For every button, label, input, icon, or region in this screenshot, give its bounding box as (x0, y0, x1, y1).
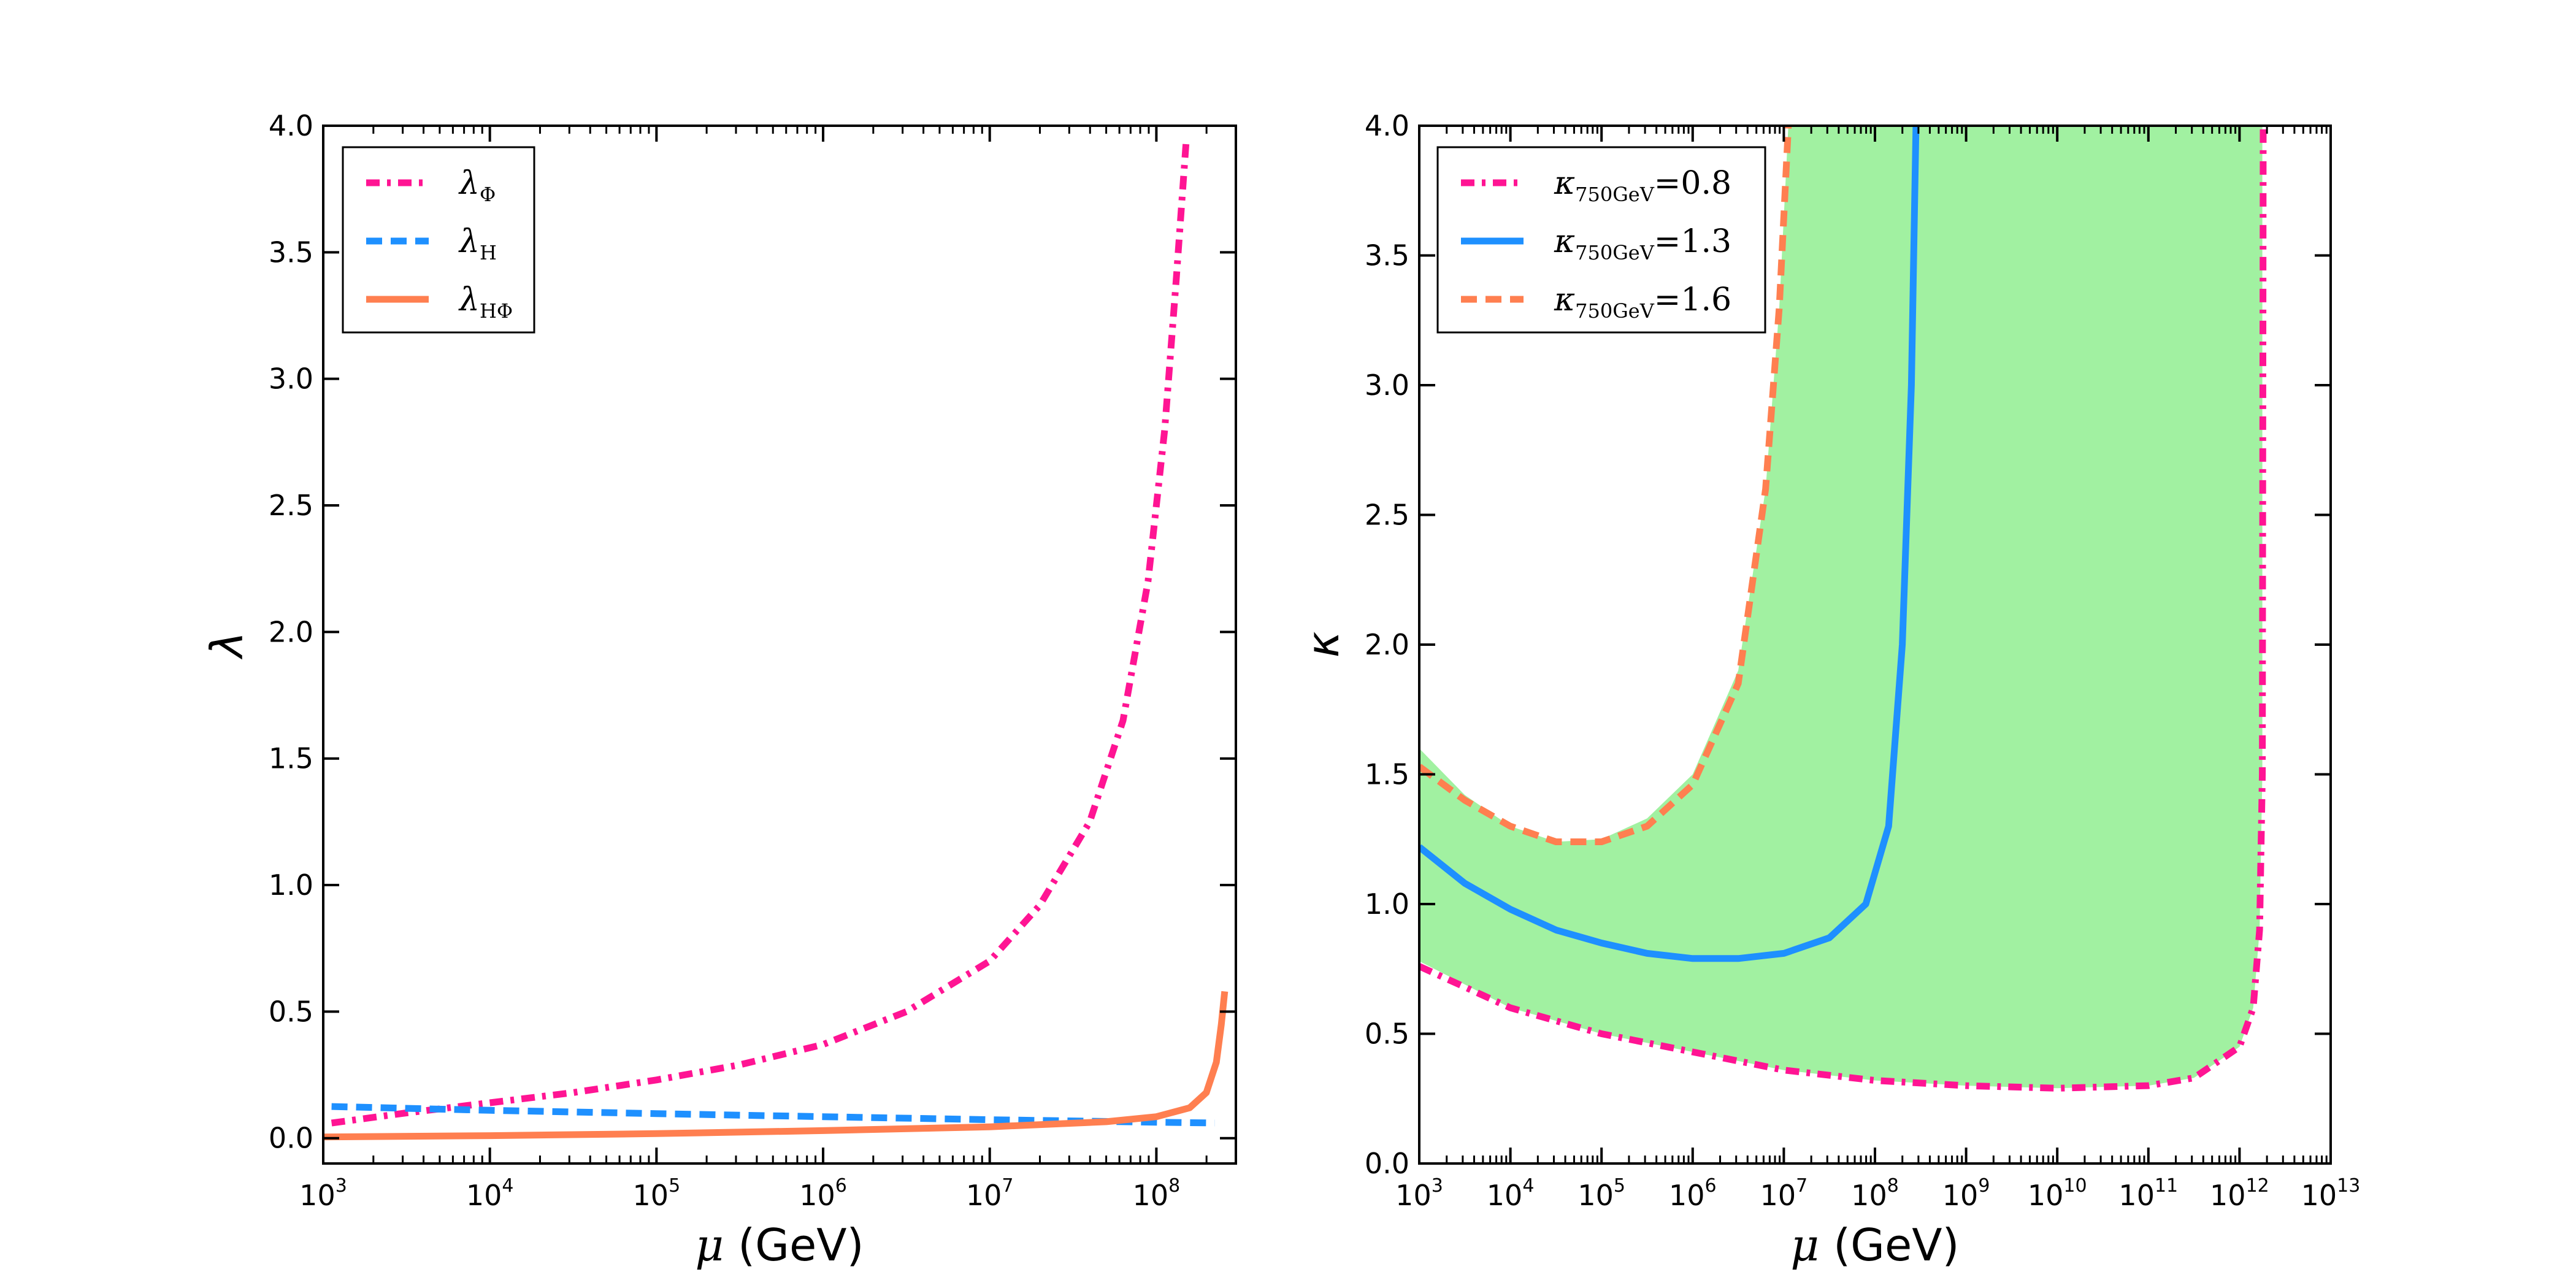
y-tick-label: 3.0 (1365, 369, 1409, 402)
left-axes-frame (322, 125, 1237, 1165)
series-line-lambda_Phi (331, 138, 1190, 1127)
legend-label-lambda_Phi: λΦ (458, 165, 496, 206)
x-tick-label: 103 (1395, 1175, 1443, 1212)
x-tick-label: 108 (1133, 1175, 1181, 1212)
left-ticks: 103 104 105 106 107 108 0.0 0.5 1.0 1.5 2.0 2.5 3.0 3… (269, 109, 1236, 1212)
series-line-lambda_H (331, 1103, 1215, 1127)
x-tick-label: 1011 (2118, 1175, 2178, 1212)
series-line-lambda_HPhi (323, 991, 1229, 1141)
y-tick-label: 2.5 (1365, 499, 1409, 532)
y-tick-label: 3.0 (269, 362, 313, 396)
right-legend: κ750GeV=0.8 κ750GeV=1.3 κ750GeV=1.6 (1436, 146, 1766, 334)
left-chart: 103 104 105 106 107 108 0.0 0.5 1.0 1.5 2.0 2.5 3.0 3… (201, 109, 1237, 1271)
legend-label-kappa_0.8: κ750GeV=0.8 (1554, 165, 1731, 206)
right-ticks: 103 104 105 106 107 108 109 1010 1011 1012 1013 0.0… (1365, 109, 2361, 1212)
x-tick-label: 107 (1760, 1175, 1808, 1212)
left-y-axis-label: λ (201, 632, 253, 661)
y-tick-label: 4.0 (269, 109, 313, 142)
y-tick-label: 3.5 (1365, 239, 1409, 272)
x-tick-label: 1012 (2210, 1175, 2269, 1212)
legend-label-kappa_1.6: κ750GeV=1.6 (1554, 282, 1731, 323)
y-tick-label: 1.0 (1365, 887, 1409, 921)
left-legend: λΦ λH λHΦ (342, 146, 535, 334)
right-y-axis-label: κ (1297, 631, 1349, 657)
x-tick-label: 106 (1669, 1175, 1717, 1212)
y-tick-label: 2.5 (269, 489, 313, 522)
right-chart: 103 104 105 106 107 108 109 1010 1011 1012 1013 0.0… (1297, 109, 2360, 1271)
x-tick-label: 105 (1577, 1175, 1625, 1212)
y-tick-label: 0.0 (269, 1122, 313, 1155)
series-line-kappa_1.3 (1419, 126, 1920, 962)
x-tick-label: 103 (299, 1175, 347, 1212)
legend-label-kappa_1.3: κ750GeV=1.3 (1554, 223, 1731, 264)
x-tick-label: 104 (1487, 1175, 1535, 1212)
y-tick-label: 4.0 (1365, 109, 1409, 142)
y-tick-label: 1.0 (269, 868, 313, 902)
x-tick-label: 107 (966, 1175, 1014, 1212)
x-tick-label: 105 (633, 1175, 681, 1212)
x-tick-label: 106 (799, 1175, 847, 1212)
y-tick-label: 1.5 (1365, 758, 1409, 791)
legend-label-lambda_H: λH (458, 223, 497, 264)
y-tick-label: 0.5 (1365, 1018, 1409, 1051)
y-tick-label: 0.5 (269, 995, 313, 1028)
x-tick-label: 1010 (2028, 1175, 2087, 1212)
left-x-axis-label: μ (GeV) (695, 1219, 864, 1271)
right-x-axis-label: μ (GeV) (1790, 1219, 1959, 1271)
allowed-region (1419, 126, 2263, 1089)
x-tick-label: 109 (1942, 1175, 1990, 1212)
legend-label-lambda_HPhi: λHΦ (458, 282, 513, 323)
series-line-kappa_1.6 (1419, 126, 1792, 845)
right-plot-area (1419, 126, 2267, 1092)
y-tick-label: 3.5 (269, 236, 313, 269)
series-line-kappa_0.8 (1419, 126, 2267, 1092)
y-tick-label: 0.0 (1365, 1147, 1409, 1180)
left-plot-area (323, 138, 1229, 1141)
x-tick-label: 104 (466, 1175, 514, 1212)
y-tick-label: 2.0 (1365, 628, 1409, 661)
y-tick-label: 2.0 (269, 615, 313, 648)
x-tick-label: 1013 (2301, 1175, 2361, 1212)
x-tick-label: 108 (1851, 1175, 1899, 1212)
y-tick-label: 1.5 (269, 742, 313, 775)
